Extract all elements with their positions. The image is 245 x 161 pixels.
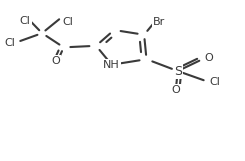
Text: O: O — [51, 56, 60, 66]
Text: S: S — [174, 65, 182, 78]
Text: Cl: Cl — [62, 17, 73, 27]
Text: NH: NH — [103, 60, 120, 70]
Text: O: O — [204, 53, 213, 63]
Text: Cl: Cl — [209, 77, 220, 87]
Text: Br: Br — [152, 17, 165, 27]
Text: Cl: Cl — [20, 16, 31, 26]
Text: O: O — [171, 85, 180, 95]
Text: Cl: Cl — [5, 38, 16, 48]
